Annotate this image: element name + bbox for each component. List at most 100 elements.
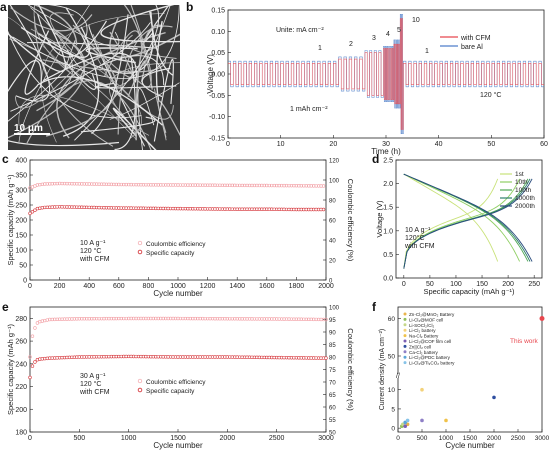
condition-annotation: 120 °C (80, 247, 101, 255)
ce-point (154, 183, 158, 187)
ce-point (324, 317, 328, 322)
legend-label: 1000th (515, 195, 535, 202)
capacity-point (33, 360, 37, 364)
data-point (420, 387, 424, 392)
ce-point (267, 317, 271, 321)
x-tick-label: 200 (502, 281, 514, 288)
ce-point (309, 184, 313, 188)
ce-point (77, 182, 82, 186)
y-tick-label: 200 (15, 218, 27, 225)
x-tick-label: 500 (417, 435, 428, 442)
y2-tick-label: 80 (329, 356, 336, 362)
y-tick-label: 0.5 (383, 252, 393, 259)
charge-curve (403, 178, 533, 269)
y-tick-label: 0 (391, 426, 395, 433)
ce-point (166, 316, 170, 321)
legend-swatch (403, 344, 407, 348)
y-tick-label: 240 (15, 361, 27, 368)
ce-point (321, 317, 326, 322)
ce-point (126, 182, 131, 187)
charge-curve (403, 178, 531, 269)
ce-point (198, 183, 202, 187)
ce-point (139, 183, 143, 187)
ce-point (134, 316, 138, 321)
x-tick-label: 40 (435, 141, 443, 148)
legend-swatch-ce (137, 378, 143, 384)
ce-point (48, 182, 52, 186)
legend-label: Na-Cl₂ Battery (409, 334, 439, 339)
x-tick-label: 2000 (318, 283, 334, 290)
legend-label-ce: Coulombic efficiency (146, 241, 206, 248)
ce-point (60, 317, 64, 321)
ce-point (270, 317, 274, 321)
y-axis-label: Current density (mA cm⁻²) (379, 329, 386, 411)
ce-point (85, 182, 89, 186)
y-tick-label: 0.10 (211, 29, 225, 36)
fiber (85, 47, 138, 64)
ce-point (55, 181, 59, 186)
charge-curve (403, 178, 520, 269)
ce-point (173, 316, 178, 321)
x-axis-label: Cycle number (153, 441, 203, 450)
x-tick-label: 200 (54, 283, 66, 290)
y-tick-label: 50 (388, 354, 396, 361)
ce-point (289, 183, 294, 188)
ce-point (215, 317, 220, 321)
x-tick-label: 10 (277, 141, 285, 148)
ce-point (302, 317, 306, 321)
legend-label: Zn||Cl₂ cell (409, 344, 431, 349)
y-tick-label: 0.15 (211, 8, 225, 15)
ce-point (112, 316, 116, 321)
ce-point (225, 183, 230, 188)
ce-point (89, 182, 94, 186)
ce-point (134, 182, 138, 187)
fiber (9, 5, 51, 102)
axes: 0 500 1000 1500 2000 2500 3000 180 200 220 240 260 2… (15, 306, 334, 442)
ce-point (97, 182, 101, 186)
condition-annotation: 120 °C (80, 380, 101, 388)
x-axis-label: Cycle number (445, 441, 495, 450)
ce-point (287, 183, 291, 188)
ce-point (28, 355, 32, 359)
ce-point (139, 316, 143, 321)
ce-point (240, 317, 244, 321)
axes: 0 200 400 600 800 1000 1200 1400 1600 1800 2000050… (15, 158, 334, 291)
ce-point (80, 317, 84, 321)
x-axis-label: Time (h) (371, 147, 401, 156)
y2-tick-label: 95 (329, 318, 336, 324)
ce-point (218, 317, 222, 321)
ce-point (240, 183, 244, 188)
ce-point (72, 317, 77, 321)
ce-point (203, 316, 207, 321)
fiber (24, 30, 50, 95)
ce-point (316, 317, 321, 322)
ce-point (146, 183, 151, 187)
ce-point (52, 317, 57, 322)
ce-point (186, 183, 190, 187)
x-tick-label: 1500 (463, 435, 478, 442)
ce-point (85, 317, 89, 321)
y2-tick-label: 0 (329, 279, 333, 285)
x-tick-label: 3000 (318, 435, 334, 442)
x-tick-label: 1600 (259, 283, 275, 290)
this-work-label: This work (510, 338, 539, 345)
ce-point (257, 183, 262, 188)
x-tick-label: 3000 (535, 435, 550, 442)
ce-point (168, 183, 173, 187)
ce-point (102, 316, 106, 321)
axes: 0 10 20 30 40 50 60 -0.15 -0.10 -0.05 0.00 0.05 0.10… (209, 8, 548, 149)
ce-point (191, 183, 195, 187)
x-tick-label: 2500 (269, 435, 285, 442)
y2-tick-label: 75 (329, 368, 336, 374)
sem-image: 10 μm (8, 5, 180, 150)
ce-point (50, 182, 54, 186)
ce-point (225, 317, 230, 321)
legend-label: Li-Cl₂@Ti₃CO₂ battery (409, 361, 455, 366)
y-tick-label: 0.0 (383, 276, 393, 283)
ce-point (274, 317, 279, 321)
data-point (405, 418, 410, 423)
ce-point (146, 316, 151, 321)
ce-point (302, 184, 306, 188)
scale-bar (14, 133, 50, 135)
condition-annotation: 10 A g⁻¹ (80, 240, 106, 247)
